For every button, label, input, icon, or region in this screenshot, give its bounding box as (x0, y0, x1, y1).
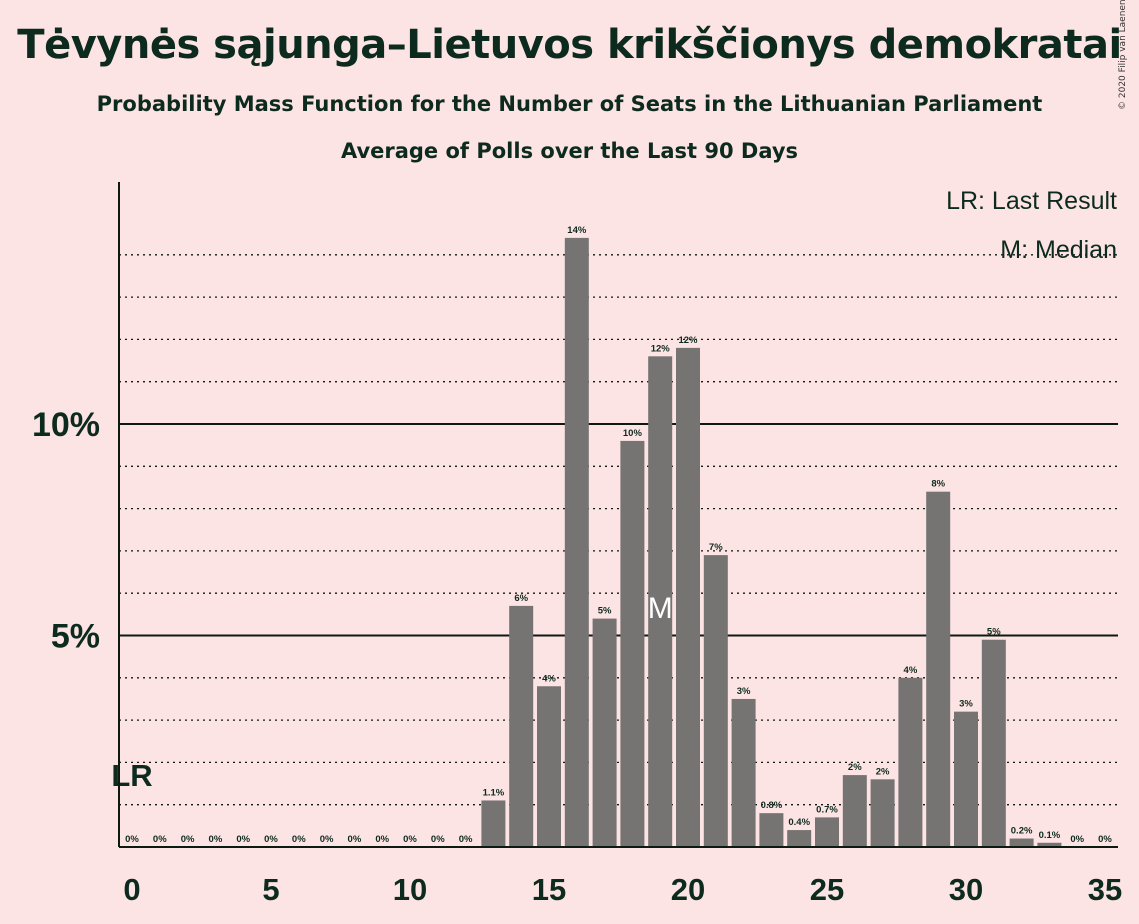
bar (759, 813, 784, 847)
y-tick-label: 10% (32, 406, 100, 444)
bar-value-label: 0% (403, 834, 417, 845)
median-marker: M (648, 592, 673, 625)
bar-value-label: 5% (987, 627, 1001, 638)
bar-value-label: 3% (737, 686, 751, 697)
bar-value-label: 10% (623, 428, 643, 439)
bar-value-label: 4% (904, 665, 918, 676)
bar (537, 686, 561, 847)
x-tick-label: 35 (1088, 872, 1122, 907)
bar-value-label: 7% (709, 542, 723, 553)
bar-value-label: 0% (375, 834, 389, 845)
x-tick-label: 25 (810, 872, 844, 907)
bar (564, 237, 589, 847)
last-result-marker: LR (111, 758, 152, 793)
grid-lines (119, 254, 1118, 806)
x-tick-label: 0 (123, 872, 140, 907)
bar-value-label: 0% (431, 834, 445, 845)
bar-value-label: 3% (959, 699, 973, 710)
bar-value-label: 2% (876, 766, 890, 777)
bar-value-label: 0% (236, 834, 250, 845)
bar-value-label: 0.2% (1011, 826, 1033, 837)
bar-value-label: 0% (1098, 834, 1112, 845)
x-tick-label: 20 (671, 872, 705, 907)
bar-value-label: 0.7% (816, 804, 838, 815)
bar-value-label: 0% (153, 834, 167, 845)
bar-value-label: 0% (320, 834, 334, 845)
bar-value-label: 0% (459, 834, 473, 845)
bar (981, 639, 1006, 847)
bar (481, 800, 506, 847)
bar-value-label: 0% (1070, 834, 1084, 845)
legend-median: M: Median (1000, 236, 1117, 264)
bar (815, 817, 839, 847)
bar-value-label: 0% (181, 834, 195, 845)
legend-last-result: LR: Last Result (946, 187, 1117, 215)
bar-value-label: 0.4% (788, 817, 810, 828)
bar-value-label: 6% (514, 593, 528, 604)
bar-value-label: 0% (125, 834, 139, 845)
y-tick-label: 5% (51, 618, 100, 656)
bar-value-label: 5% (598, 606, 612, 617)
bar-value-label: 12% (651, 343, 671, 354)
bar-value-label: 0% (292, 834, 306, 845)
bar (926, 491, 951, 847)
bar-labels: 0% 0% 0% 0% 0% 0% 0% 0% 0% 0% 0% 0% 0% 1.1% 6% 4% 14% 5% 1… (125, 225, 1112, 845)
bar (898, 677, 923, 847)
bar-value-label: 12% (678, 335, 698, 346)
bar (954, 711, 978, 847)
bar (842, 775, 867, 847)
bar-value-label: 1.1% (483, 787, 505, 798)
legend: LR: Last Result M: Median (946, 187, 1117, 264)
bar (703, 555, 728, 847)
x-tick-label: 5 (262, 872, 279, 907)
chart-title: Tėvynės sąjunga–Lietuvos krikščionys dem… (17, 22, 1122, 68)
axes: 5% 10% 0 5 10 15 20 25 30 35 (32, 182, 1122, 907)
bar-value-label: 8% (931, 479, 945, 490)
bar (620, 440, 645, 847)
x-tick-label: 10 (393, 872, 427, 907)
bar-value-label: 2% (848, 762, 862, 773)
bar-value-label: 0.8% (761, 800, 783, 811)
bar-value-label: 0.1% (1039, 830, 1061, 841)
bar (870, 779, 895, 847)
bar (509, 605, 534, 847)
bars: M LR (111, 237, 1062, 847)
bar (592, 618, 617, 847)
chart-subtitle-polls: Average of Polls over the Last 90 Days (340, 139, 799, 163)
x-tick-label: 30 (949, 872, 983, 907)
bar-value-label: 0% (264, 834, 278, 845)
bar-value-label: 0% (348, 834, 362, 845)
bar (648, 356, 673, 847)
chart-subtitle: Probability Mass Function for the Number… (96, 92, 1043, 116)
bar (1037, 842, 1062, 847)
bar (787, 830, 812, 847)
bar (1009, 838, 1034, 847)
x-tick-label: 15 (532, 872, 566, 907)
bar (731, 698, 756, 847)
bar-value-label: 4% (542, 673, 556, 684)
bar-value-label: 0% (209, 834, 223, 845)
bar (676, 347, 700, 847)
bar-value-label: 14% (567, 225, 587, 236)
